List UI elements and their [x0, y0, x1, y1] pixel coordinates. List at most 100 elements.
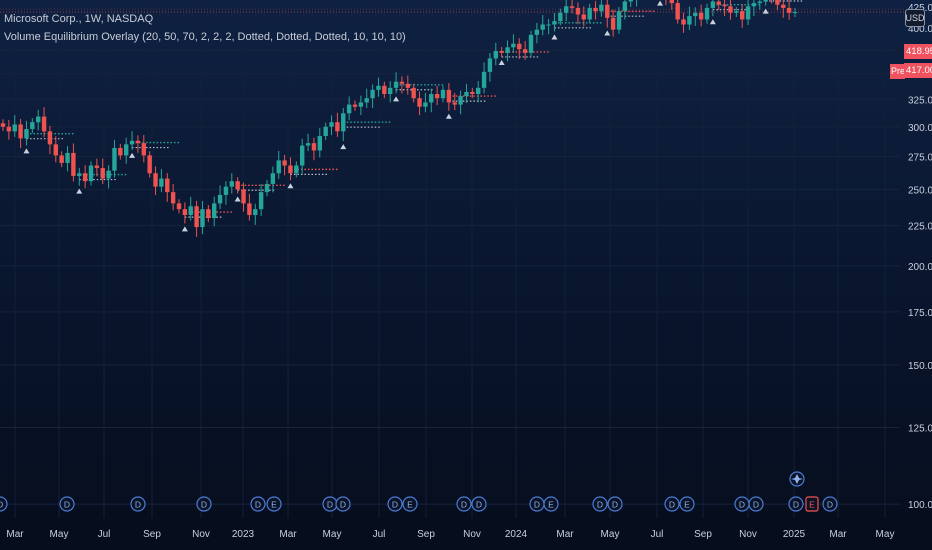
- candle: [669, 0, 674, 11]
- price-axis[interactable]: 375.00350.00325.00300.00275.00250.00225.…: [908, 3, 932, 511]
- candle: [30, 118, 35, 134]
- dividend-icon[interactable]: D: [592, 496, 608, 512]
- candle: [610, 9, 616, 37]
- candle: [317, 127, 322, 158]
- dividend-icon[interactable]: D: [822, 496, 838, 512]
- dividend-icon[interactable]: D: [59, 496, 75, 512]
- candle: [165, 173, 170, 202]
- svg-text:E: E: [548, 500, 554, 510]
- candle: [235, 177, 240, 194]
- price-tick-label: 175.00: [908, 308, 932, 319]
- candle: [493, 42, 498, 66]
- candle: [781, 0, 786, 18]
- candle: [434, 85, 440, 106]
- candle: [734, 7, 739, 17]
- dividend-icon[interactable]: D: [529, 496, 545, 512]
- candlestick-series: [0, 0, 798, 237]
- svg-text:D: D: [827, 500, 833, 510]
- svg-text:D: D: [612, 500, 618, 510]
- signal-triangle: [287, 183, 294, 189]
- candle: [41, 107, 47, 137]
- dividend-icon[interactable]: D: [387, 496, 403, 512]
- signal-triangle: [657, 0, 664, 6]
- candle: [417, 91, 422, 116]
- signal-triangle: [129, 152, 136, 158]
- svg-text:D: D: [793, 500, 799, 510]
- candle: [47, 125, 53, 155]
- dividend-icon[interactable]: E: [679, 496, 695, 512]
- earnings-icon[interactable]: E: [805, 496, 819, 512]
- dividend-icon[interactable]: E: [543, 496, 559, 512]
- candle: [710, 0, 716, 17]
- candle: [106, 165, 111, 189]
- candle: [112, 139, 117, 178]
- candle: [423, 92, 428, 113]
- time-tick-label: May: [323, 529, 342, 540]
- time-tick-label: Nov: [739, 529, 757, 540]
- dividend-icon[interactable]: D: [748, 496, 764, 512]
- dividend-icon[interactable]: D: [456, 496, 472, 512]
- price-tick-label: 225.00: [908, 222, 932, 233]
- candle: [300, 138, 305, 174]
- dividend-icon[interactable]: E: [402, 496, 418, 512]
- candle: [53, 136, 58, 163]
- svg-text:D: D: [597, 500, 603, 510]
- candle: [675, 0, 680, 24]
- candle: [446, 83, 452, 111]
- dividend-icon[interactable]: D: [196, 496, 212, 512]
- symbol-title[interactable]: Microsoft Corp., 1W, NASDAQ: [4, 13, 154, 25]
- dividend-icon[interactable]: D: [0, 496, 8, 512]
- upcoming-event-icon[interactable]: [789, 471, 805, 487]
- dividend-icon[interactable]: D: [322, 496, 338, 512]
- time-tick-label: Mar: [829, 529, 847, 540]
- dividend-icon[interactable]: D: [471, 496, 487, 512]
- event-markers[interactable]: DDDDDEDDDEDDDEDDDEDDDED: [0, 471, 838, 512]
- candle: [722, 0, 727, 17]
- time-tick-label: Mar: [6, 529, 24, 540]
- candle: [517, 38, 522, 59]
- svg-text:D: D: [534, 500, 540, 510]
- candle: [206, 205, 211, 223]
- candle: [223, 181, 229, 205]
- price-tick-label: 125.00: [908, 423, 932, 434]
- price-tick-label: 150.00: [908, 361, 932, 372]
- signal-triangle: [709, 19, 716, 25]
- currency-button[interactable]: USD: [905, 9, 925, 27]
- dividend-icon[interactable]: D: [788, 496, 804, 512]
- svg-text:D: D: [255, 500, 261, 510]
- svg-text:D: D: [64, 500, 70, 510]
- svg-text:E: E: [809, 500, 815, 510]
- dividend-icon[interactable]: D: [250, 496, 266, 512]
- dividend-icon[interactable]: D: [607, 496, 623, 512]
- candle: [616, 7, 622, 34]
- candle: [622, 0, 628, 20]
- dividend-icon[interactable]: E: [266, 496, 282, 512]
- time-axis[interactable]: Mar May Jul Sep Nov 2023 Mar May Jul Sep Nov 2024 Ma…: [6, 529, 894, 540]
- candle: [399, 76, 405, 94]
- candle: [153, 166, 158, 195]
- signal-triangle: [340, 144, 347, 150]
- time-tick-label: Mar: [279, 529, 297, 540]
- candle: [370, 84, 375, 108]
- candle: [511, 34, 516, 53]
- candle: [771, 0, 773, 4]
- dividend-icon[interactable]: D: [734, 496, 750, 512]
- candle: [487, 52, 493, 82]
- svg-text:D: D: [340, 500, 346, 510]
- candle: [241, 182, 246, 212]
- candle: [792, 7, 798, 17]
- candle: [499, 46, 504, 58]
- signal-triangle: [762, 8, 769, 14]
- candle: [569, 0, 575, 14]
- candle: [698, 4, 704, 27]
- dividend-icon[interactable]: D: [664, 496, 680, 512]
- candle: [0, 119, 6, 131]
- indicator-legend[interactable]: Volume Equilibrium Overlay (20, 50, 70, …: [4, 31, 406, 43]
- dividend-icon[interactable]: D: [335, 496, 351, 512]
- signal-triangle: [393, 96, 400, 102]
- dividend-icon[interactable]: D: [130, 496, 146, 512]
- candle: [270, 166, 276, 193]
- candle: [305, 133, 311, 152]
- candle: [681, 12, 686, 33]
